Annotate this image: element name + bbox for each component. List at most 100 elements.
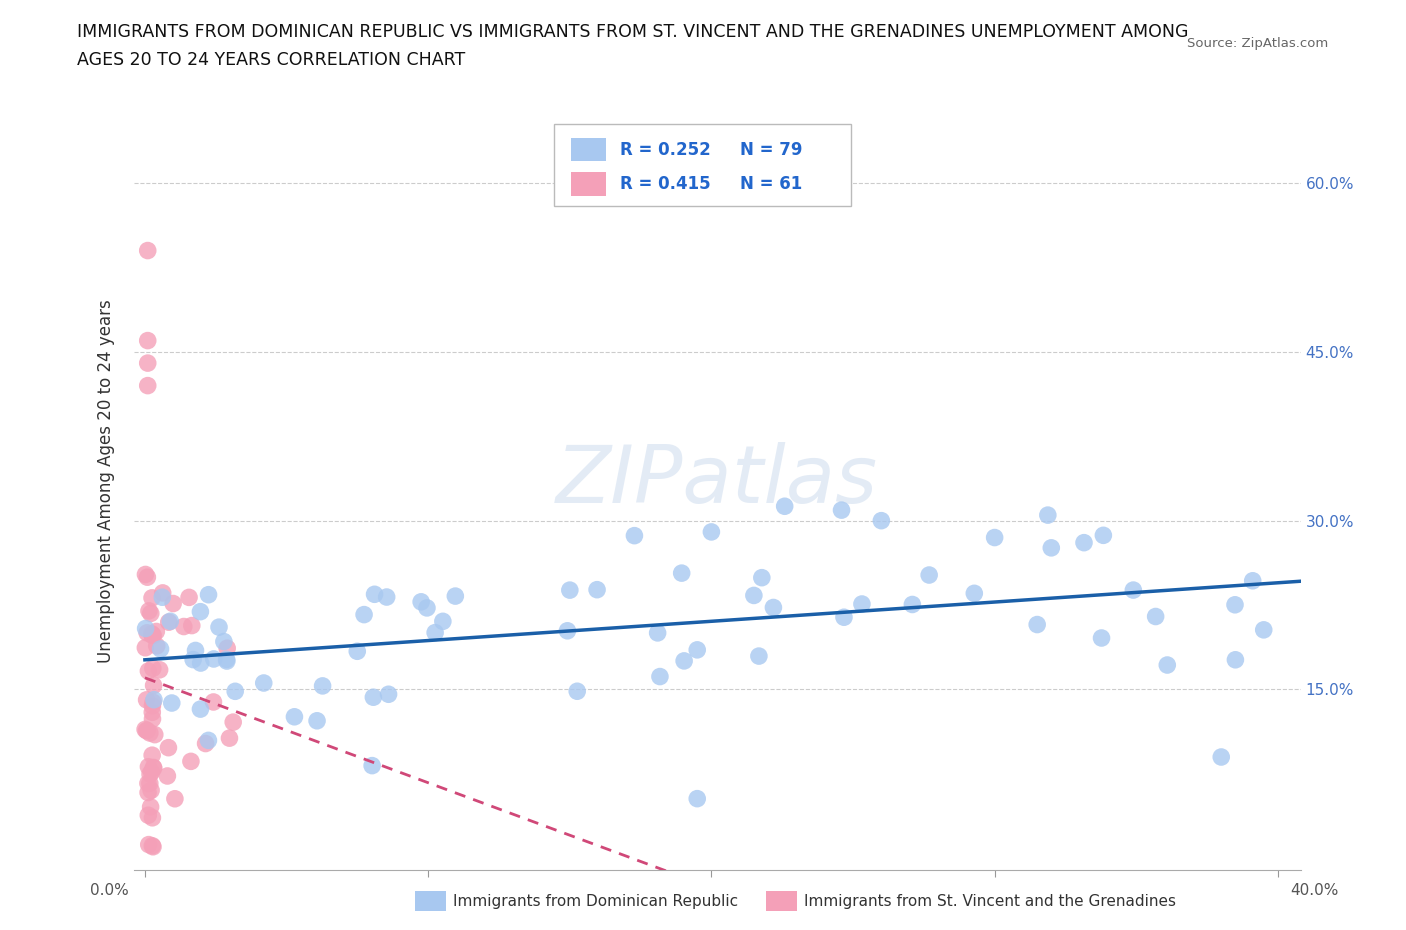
Point [136, 625, 159, 640]
Point [141, 711, 163, 726]
FancyBboxPatch shape [554, 124, 851, 206]
Point [870, 513, 893, 528]
Point [145, 639, 167, 654]
Point [222, 714, 245, 729]
Point [139, 725, 162, 740]
Point [177, 590, 200, 604]
Point [142, 692, 165, 707]
Point [134, 722, 156, 737]
Point [141, 698, 163, 713]
Point [444, 589, 467, 604]
Point [377, 687, 399, 702]
Point [134, 567, 156, 582]
Point [136, 243, 159, 258]
Point [138, 837, 160, 852]
Point [762, 600, 785, 615]
Point [190, 656, 212, 671]
Text: IMMIGRANTS FROM DOMINICAN REPUBLIC VS IMMIGRANTS FROM ST. VINCENT AND THE GRENAD: IMMIGRANTS FROM DOMINICAN REPUBLIC VS IM… [77, 23, 1189, 41]
Point [215, 652, 238, 667]
Point [138, 604, 160, 618]
Point [150, 590, 173, 604]
Point [411, 594, 433, 609]
Point [558, 583, 581, 598]
Point [567, 684, 589, 698]
Point [156, 768, 179, 783]
Text: N = 79: N = 79 [741, 140, 803, 159]
Point [742, 588, 765, 603]
Point [1092, 528, 1115, 543]
Point [136, 785, 159, 800]
FancyBboxPatch shape [571, 172, 606, 195]
Point [1211, 750, 1233, 764]
Point [311, 679, 333, 694]
Point [145, 624, 167, 639]
Point [149, 642, 172, 657]
Point [212, 634, 235, 649]
Point [851, 596, 873, 611]
Point [1144, 609, 1167, 624]
Text: AGES 20 TO 24 YEARS CORRELATION CHART: AGES 20 TO 24 YEARS CORRELATION CHART [77, 51, 465, 69]
Point [208, 619, 231, 634]
Point [141, 838, 163, 853]
Point [305, 713, 328, 728]
Point [586, 582, 609, 597]
Point [648, 669, 671, 684]
Point [136, 355, 159, 370]
Point [139, 606, 162, 621]
Point [139, 783, 162, 798]
Point [363, 690, 385, 705]
Point [142, 695, 165, 710]
Point [190, 701, 212, 716]
Point [190, 604, 212, 619]
Point [375, 590, 398, 604]
Point [141, 705, 163, 720]
Point [217, 641, 239, 656]
Point [149, 662, 172, 677]
Point [224, 684, 246, 698]
Point [218, 731, 240, 746]
Point [157, 615, 180, 630]
Point [141, 810, 163, 825]
Point [159, 614, 181, 629]
Point [139, 776, 162, 790]
Point [160, 696, 183, 711]
Point [751, 570, 773, 585]
Point [173, 619, 195, 634]
Point [152, 586, 174, 601]
Point [1026, 618, 1049, 632]
Point [138, 664, 160, 679]
Point [142, 761, 165, 776]
Point [157, 740, 180, 755]
Point [142, 628, 165, 643]
Point [700, 525, 723, 539]
Point [141, 626, 163, 641]
Point [963, 586, 986, 601]
Text: 0.0%: 0.0% [90, 883, 129, 897]
Point [197, 587, 219, 602]
Point [202, 652, 225, 667]
Point [1073, 536, 1095, 551]
Point [1122, 582, 1144, 597]
Point [202, 695, 225, 710]
Point [673, 654, 696, 669]
Point [136, 333, 159, 348]
Text: 40.0%: 40.0% [1291, 883, 1339, 897]
Point [142, 840, 165, 855]
Text: Immigrants from Dominican Republic: Immigrants from Dominican Republic [453, 894, 738, 909]
Point [142, 661, 165, 676]
Point [416, 601, 439, 616]
Point [361, 758, 384, 773]
Text: N = 61: N = 61 [741, 175, 803, 193]
Point [134, 640, 156, 655]
Point [748, 648, 770, 663]
Point [194, 737, 217, 751]
Point [135, 621, 157, 636]
Point [136, 808, 159, 823]
Point [1253, 622, 1275, 637]
Point [180, 618, 202, 633]
Point [647, 626, 669, 641]
Point [1090, 631, 1112, 645]
Point [686, 643, 709, 658]
Point [215, 654, 238, 669]
Point [184, 643, 207, 658]
